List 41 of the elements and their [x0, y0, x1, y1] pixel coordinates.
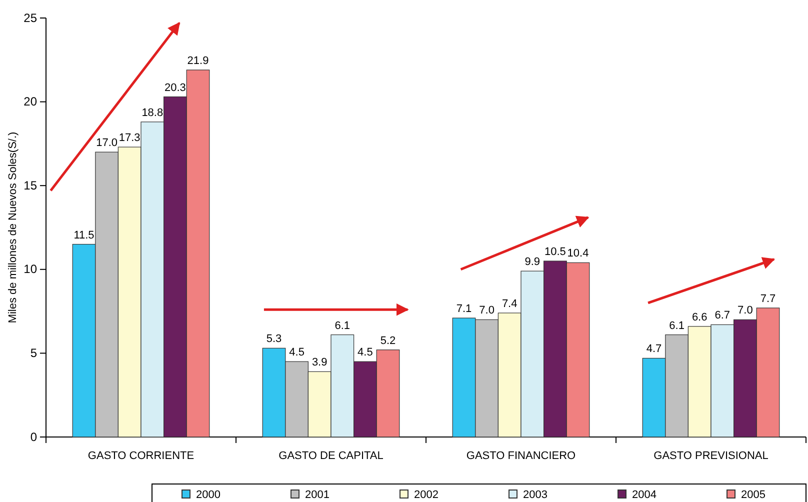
- x-tick-label: GASTO FINANCIERO: [466, 450, 576, 462]
- data-label: 21.9: [187, 54, 209, 67]
- x-tick-label: GASTO CORRIENTE: [88, 450, 194, 462]
- data-label: 4.5: [358, 346, 373, 359]
- legend-label: 2003: [523, 489, 548, 501]
- data-label: 7.1: [456, 303, 472, 316]
- data-label: 3.9: [312, 356, 328, 369]
- legend-label: 2005: [741, 489, 766, 501]
- data-label: 10.5: [544, 246, 566, 258]
- data-label: 7.0: [738, 304, 753, 317]
- y-tick-label: 15: [24, 178, 38, 192]
- legend-label: 2000: [196, 489, 220, 501]
- y-tick-label: 0: [30, 430, 38, 444]
- y-tick-label: 20: [24, 94, 38, 109]
- data-label: 7.4: [502, 298, 518, 310]
- data-label: 17.0: [96, 137, 118, 150]
- y-tick-label: 5: [30, 346, 38, 360]
- data-label: 6.1: [669, 320, 684, 332]
- data-label: 4.5: [289, 346, 304, 359]
- y-tick-label: 25: [24, 10, 38, 25]
- data-label: 7.7: [760, 292, 776, 305]
- data-label: 7.0: [479, 304, 494, 317]
- legend-label: 2004: [632, 489, 656, 501]
- data-label: 5.2: [380, 334, 396, 347]
- legend-label: 2002: [414, 489, 438, 501]
- data-label: 11.5: [74, 229, 94, 242]
- data-label: 10.4: [567, 248, 589, 260]
- data-label: 6.6: [692, 311, 708, 324]
- y-tick-label: 10: [24, 262, 38, 276]
- y-axis-title: Miles de millones de Nuevos Soles(S/.): [7, 132, 19, 324]
- data-label: 9.9: [524, 256, 540, 268]
- data-label: 6.7: [714, 310, 730, 322]
- x-tick-label: GASTO PREVISIONAL: [654, 450, 768, 462]
- data-label: 20.3: [164, 82, 186, 94]
- data-label: 4.7: [646, 343, 662, 356]
- x-tick-label: GASTO DE CAPITAL: [278, 450, 384, 462]
- data-label: 6.1: [334, 320, 350, 332]
- legend-label: 2001: [305, 489, 330, 501]
- data-label: 17.3: [118, 132, 140, 144]
- data-label: 5.3: [266, 333, 282, 346]
- data-label: 18.8: [142, 106, 164, 119]
